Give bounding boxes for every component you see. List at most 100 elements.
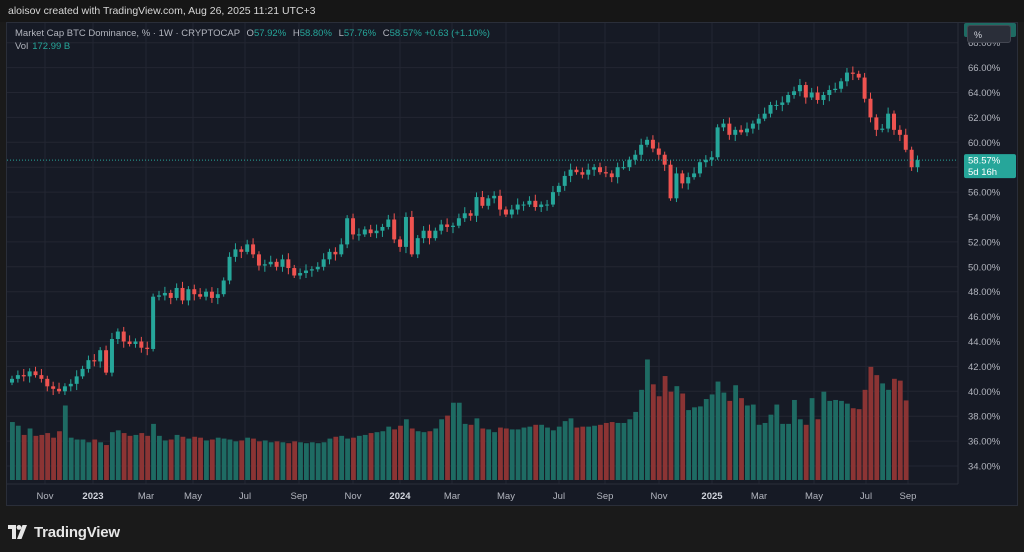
x-tick-label: 2023 (82, 491, 103, 502)
candle-body (680, 173, 685, 184)
tradingview-logo[interactable]: TradingView (8, 522, 120, 542)
y-tick-label: 56.00% (968, 188, 1001, 199)
volume-bar (886, 389, 891, 480)
candle-body (486, 198, 491, 206)
candle-body (697, 162, 702, 174)
volume-bar (539, 424, 544, 480)
volume-bar (503, 428, 509, 480)
y-tick-label: 42.00% (968, 362, 1001, 373)
volume-bar (292, 441, 298, 480)
volume-bar (892, 378, 897, 480)
volume-bar (568, 418, 574, 480)
low-label: L (338, 28, 344, 39)
candle-body (104, 350, 109, 373)
volume-bar (580, 426, 586, 480)
volume-bar (27, 428, 33, 480)
volume-bar (468, 424, 474, 480)
volume-bar (674, 386, 680, 480)
x-tick-label: 2025 (701, 491, 723, 502)
candle-body (780, 102, 785, 105)
volume-bar (62, 405, 68, 480)
volume-bar (868, 366, 874, 480)
candle-body (580, 172, 585, 175)
candle-body (21, 375, 26, 377)
candle-body (198, 294, 203, 297)
volume-bar (186, 438, 192, 480)
high-value: 58.80% (299, 28, 332, 39)
candle-body (10, 378, 14, 383)
y-tick-label: 38.00% (968, 412, 1001, 423)
candle-body (321, 259, 326, 267)
candle-body (151, 296, 156, 349)
y-tick-label: 48.00% (968, 287, 1001, 298)
y-tick-label: 66.00% (968, 63, 1001, 74)
candle-body (86, 360, 91, 369)
candle-body (421, 230, 426, 239)
candle-body (674, 173, 679, 199)
open-label: O (246, 28, 254, 39)
volume-bar (333, 436, 339, 480)
x-tick-label: Jul (553, 491, 565, 502)
candle-body (456, 218, 461, 226)
volume-bar (309, 442, 315, 480)
y-tick-label: 34.00% (968, 462, 1001, 473)
candle-body (615, 167, 620, 178)
candle-body (598, 167, 602, 173)
volume-bar (157, 435, 162, 480)
candle-body (304, 270, 308, 274)
volume-bar (386, 426, 392, 480)
candle-body (909, 149, 914, 168)
volume-bar (686, 410, 691, 480)
candle-body (897, 129, 902, 135)
candle-body (15, 375, 20, 379)
candle-body (474, 197, 479, 216)
volume-bar (245, 437, 250, 480)
candle-body (721, 123, 726, 128)
candle-body (209, 291, 214, 298)
candle-body (768, 104, 773, 114)
price-chart[interactable]: 34.00% 36.00% 38.00% 40.00% 42.00% 44.00% 46.0… (7, 23, 1018, 506)
volume-bar (298, 442, 303, 480)
candle-body (339, 244, 344, 255)
candle-body (192, 289, 197, 295)
volume-bar (550, 430, 556, 480)
volume-bar (351, 437, 356, 480)
volume-bar (856, 409, 862, 480)
volume-bar (621, 422, 627, 480)
candle-body (462, 213, 467, 219)
volume-bar (774, 404, 780, 480)
candle-body (115, 331, 120, 340)
candle-body (844, 72, 849, 82)
candle-body (309, 269, 314, 271)
y-tick-label: 54.00% (968, 213, 1001, 224)
volume-bar (650, 384, 656, 480)
percent-scale-toggle[interactable]: % (967, 25, 1011, 43)
y-tick-label: 46.00% (968, 312, 1001, 323)
volume-bar (739, 398, 744, 480)
candle-body (427, 230, 432, 239)
attribution-bar: aloisov created with TradingView.com, Au… (0, 0, 1024, 22)
y-tick-label: 40.00% (968, 387, 1001, 398)
volume-bar (515, 429, 521, 480)
y-tick-label: 68.00% (968, 38, 1001, 49)
candle-body (603, 172, 608, 174)
volume-bar (15, 425, 21, 480)
volume-bar (427, 431, 433, 480)
candle-body (862, 77, 867, 99)
x-tick-label: Sep (291, 491, 308, 502)
tradingview-logo-text: TradingView (34, 523, 120, 541)
candle-body (515, 204, 520, 210)
candle-body (709, 157, 714, 160)
chart-panel[interactable]: 34.00% 36.00% 38.00% 40.00% 42.00% 44.00% 46.0… (6, 22, 1018, 506)
volume-marker-value: 172.99 B (968, 23, 1006, 26)
candle-body (351, 218, 356, 235)
volume-bar (368, 433, 374, 480)
candle-body (792, 91, 797, 95)
volume-bar (21, 434, 27, 480)
candle-body (815, 92, 820, 100)
volume-bar (833, 399, 838, 480)
volume-bar (68, 437, 74, 480)
volume-bar (445, 415, 450, 480)
candle-body (380, 226, 385, 231)
volume-bar (180, 436, 186, 480)
